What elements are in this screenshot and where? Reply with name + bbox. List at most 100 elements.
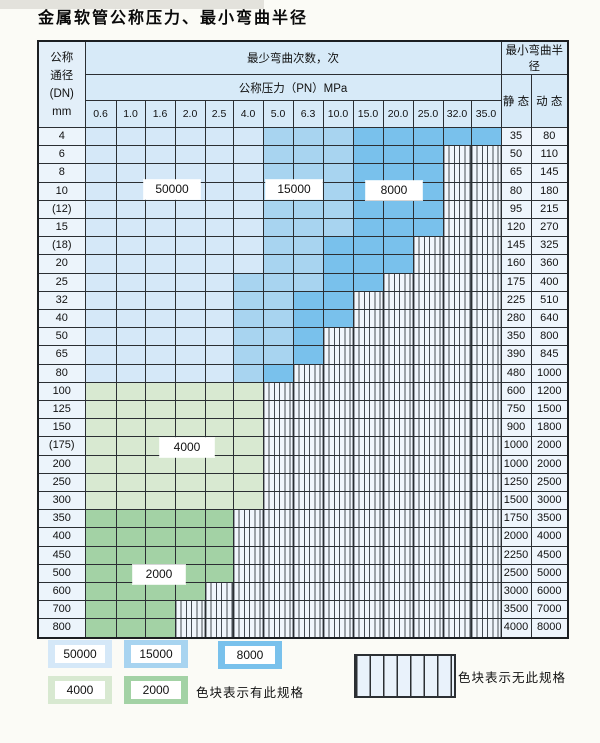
pressure-cell: [442, 309, 472, 329]
pressure-cell: [322, 618, 354, 639]
pressure-cell: [232, 145, 264, 165]
pressure-cell: [204, 181, 234, 201]
pressure-cell: [174, 400, 206, 420]
pressure-cell: [292, 236, 324, 256]
pressure-cell: [232, 418, 264, 438]
pressure-cell: [292, 163, 324, 183]
table-row: 50 350 800: [37, 327, 569, 347]
dn-header-line: 公称: [50, 51, 74, 64]
pressure-cell: [470, 618, 502, 639]
pressure-cell: [292, 272, 324, 292]
pressure-cell: [144, 145, 176, 165]
cycle-count-label: 15000: [266, 180, 322, 199]
dynamic-radius-cell: 4500: [530, 545, 569, 565]
cycle-count-label: 2000: [133, 565, 185, 584]
pressure-cell: [262, 163, 294, 183]
bend-cycles-header: 最少弯曲次数，次: [84, 40, 502, 75]
pressure-cell: [232, 400, 264, 420]
pressure-cell: [262, 272, 294, 292]
pressure-cell: [174, 509, 206, 529]
pressure-cell: [144, 491, 176, 511]
static-radius-cell: 900: [500, 418, 532, 438]
pressure-cell: [412, 199, 444, 220]
legend-block-value: 2000: [131, 681, 181, 699]
static-radius-cell: 1750: [500, 509, 532, 529]
pressure-cell: [412, 600, 444, 620]
pressure-cell: [115, 272, 146, 292]
pressure-cell: [322, 400, 354, 420]
static-radius-cell: 3000: [500, 582, 532, 602]
pressure-cell: [382, 381, 414, 402]
static-radius-cell: 225: [500, 290, 532, 311]
static-radius-cell: 175: [500, 272, 532, 292]
pressure-cell: [382, 327, 414, 347]
cycle-count-label: 4000: [160, 438, 214, 457]
pressure-cell: [232, 236, 264, 256]
pressure-cell: [174, 418, 206, 438]
pressure-value-header: 2.5: [204, 100, 234, 128]
table-row: (18) 145 325: [37, 236, 569, 256]
pressure-cell: [352, 618, 384, 639]
pressure-cell: [144, 218, 176, 238]
pressure-cell: [352, 418, 384, 438]
pressure-cell: [84, 418, 117, 438]
pressure-cell: [292, 545, 324, 565]
pressure-cell: [352, 381, 384, 402]
pressure-cell: [232, 181, 264, 201]
pressure-cell: [204, 582, 234, 602]
pressure-cell: [204, 163, 234, 183]
legend-block: 15000: [124, 640, 188, 668]
legend-block: 8000: [218, 641, 282, 669]
table-row: 300 1500 3000: [37, 491, 569, 511]
legend-no-spec-text: 色块表示无此规格: [458, 671, 567, 685]
pressure-cell: [144, 126, 176, 147]
pressure-cell: [470, 491, 502, 511]
pressure-cell: [204, 236, 234, 256]
pressure-cell: [115, 454, 146, 474]
dynamic-radius-cell: 1500: [530, 400, 569, 420]
pressure-cell: [292, 309, 324, 329]
pressure-cell: [84, 290, 117, 311]
pressure-cell: [412, 454, 444, 474]
pressure-cell: [232, 272, 264, 292]
dynamic-radius-cell: 510: [530, 290, 569, 311]
pressure-cell: [412, 545, 444, 565]
dn-cell: 350: [37, 509, 86, 529]
pressure-cell: [84, 400, 117, 420]
dynamic-radius-cell: 845: [530, 345, 569, 365]
pressure-cell: [470, 527, 502, 547]
pressure-cell: [352, 309, 384, 329]
static-radius-cell: 65: [500, 163, 532, 183]
pressure-cell: [84, 272, 117, 292]
pressure-cell: [204, 272, 234, 292]
static-radius-cell: 390: [500, 345, 532, 365]
table-row: 4 35 80: [37, 126, 569, 147]
pressure-cell: [470, 400, 502, 420]
pressure-cell: [232, 527, 264, 547]
pressure-cell: [442, 254, 472, 274]
pressure-cell: [292, 527, 324, 547]
pressure-cell: [292, 363, 324, 383]
pressure-cell: [174, 327, 206, 347]
pressure-cell: [412, 236, 444, 256]
pressure-cell: [232, 126, 264, 147]
pressure-cell: [352, 363, 384, 383]
pressure-cell: [174, 290, 206, 311]
pressure-cell: [84, 236, 117, 256]
pressure-value-header: 10.0: [322, 100, 354, 128]
pressure-cell: [115, 472, 146, 493]
header-row: 公称压力（PN）MPa 静 态动 态: [38, 74, 569, 128]
dn-cell: 20: [37, 254, 86, 274]
pressure-cell: [204, 345, 234, 365]
pressure-cell: [442, 436, 472, 456]
pressure-cell: [174, 582, 206, 602]
table-row: 800 4000 8000: [37, 618, 569, 639]
pressure-cell: [262, 491, 294, 511]
pressure-cell: [144, 309, 176, 329]
pressure-cell: [470, 327, 502, 347]
pressure-cell: [84, 527, 117, 547]
pressure-cell: [442, 509, 472, 529]
pressure-cell: [115, 363, 146, 383]
static-radius-cell: 600: [500, 381, 532, 402]
pressure-cell: [232, 218, 264, 238]
